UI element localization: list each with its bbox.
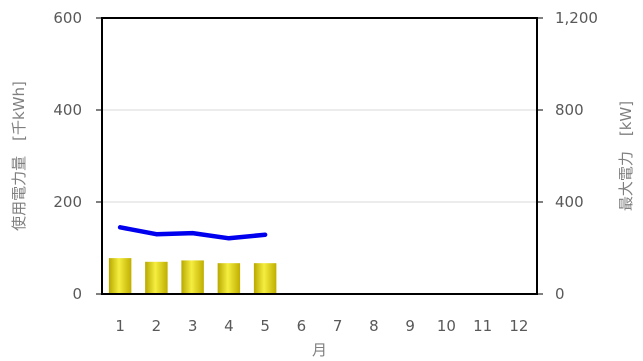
bar-series <box>108 258 277 294</box>
right-tick-label: 400 <box>555 193 584 211</box>
x-axis-ticks: 1 2 3 4 5 6 7 8 9 10 11 12 <box>115 317 528 335</box>
right-tick-label: 800 <box>555 101 584 119</box>
x-tick-label: 2 <box>152 317 162 335</box>
x-tick-label: 8 <box>369 317 379 335</box>
x-tick-label: 5 <box>260 317 270 335</box>
right-tick-label: 1,200 <box>555 9 598 27</box>
x-tick-label: 4 <box>224 317 234 335</box>
bar <box>181 260 204 294</box>
gridlines <box>102 109 537 203</box>
x-tick-label: 10 <box>437 317 456 335</box>
left-tick-label: 200 <box>53 193 82 211</box>
bar <box>253 263 277 294</box>
x-tick-label: 1 <box>115 317 125 335</box>
line-series <box>117 225 268 241</box>
bar <box>217 263 241 294</box>
x-tick-label: 3 <box>188 317 198 335</box>
x-tick-label: 7 <box>333 317 343 335</box>
bar <box>145 261 168 294</box>
x-tick-label: 11 <box>473 317 492 335</box>
plot-area-frame <box>101 17 538 295</box>
x-tick-label: 9 <box>405 317 415 335</box>
x-tick-label: 6 <box>297 317 307 335</box>
x-axis-title: 月 <box>312 341 327 359</box>
left-axis-title: 使用電力量 [千kWh] <box>10 81 28 231</box>
bar <box>108 258 132 294</box>
series-line <box>117 225 268 241</box>
left-tick-label: 400 <box>53 101 82 119</box>
left-tick-label: 600 <box>53 9 82 27</box>
right-axis-ticks: 0 400 800 1,200 <box>537 9 598 303</box>
right-tick-label: 0 <box>555 285 565 303</box>
right-axis-title: 最大電力 [kW] <box>617 101 635 211</box>
left-axis-ticks: 0 200 400 600 <box>53 9 102 303</box>
left-tick-label: 0 <box>72 285 82 303</box>
x-tick-label: 12 <box>509 317 528 335</box>
